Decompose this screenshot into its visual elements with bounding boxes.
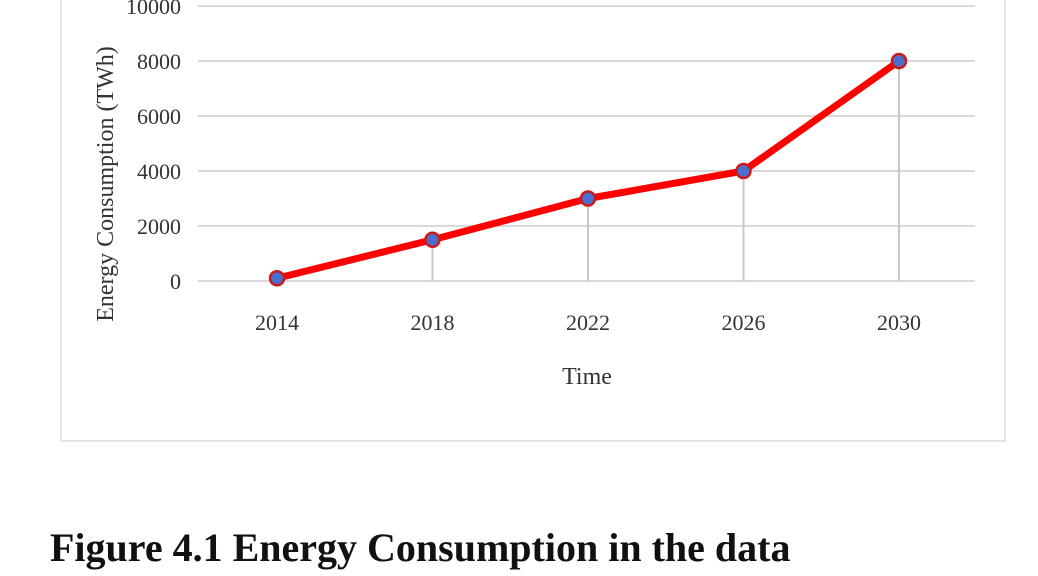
- data-point: [890, 52, 908, 70]
- data-point: [424, 231, 441, 248]
- x-tick-label: 2026: [722, 310, 766, 335]
- y-tick-label: 4000: [137, 159, 181, 184]
- chart-frame: [60, 0, 1006, 442]
- y-tick-label: 6000: [137, 104, 181, 129]
- y-tick-label: 8000: [137, 49, 181, 74]
- x-tick-label: 2014: [255, 310, 299, 335]
- y-tick-label: 0: [170, 269, 181, 294]
- y-tick-label: 10000: [126, 0, 181, 19]
- x-tick-label: 2022: [566, 310, 610, 335]
- data-point: [735, 162, 752, 180]
- y-tick-label: 2000: [137, 214, 181, 239]
- y-axis-title: Energy Consumption (TWh): [93, 46, 119, 322]
- figure-caption: Figure 4.1 Energy Consumption in the dat…: [50, 525, 791, 570]
- x-axis-title: Time: [562, 364, 612, 390]
- data-point: [268, 270, 286, 287]
- data-point: [579, 190, 597, 207]
- x-tick-label: 2030: [877, 310, 921, 335]
- x-tick-label: 2018: [411, 310, 455, 335]
